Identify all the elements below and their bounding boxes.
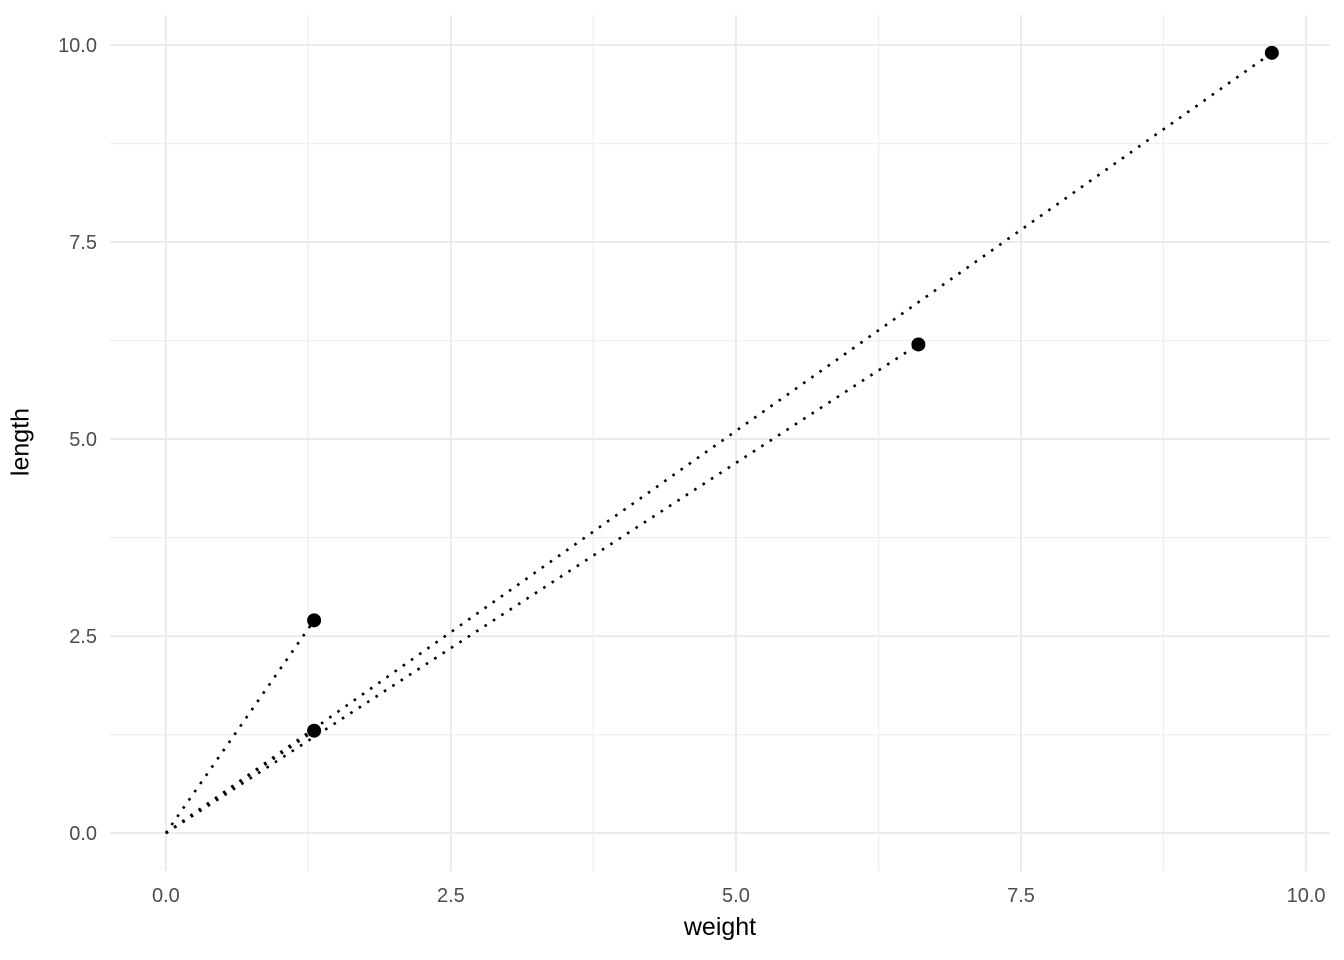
- y-tick-label: 2.5: [69, 626, 97, 648]
- y-axis-title: length: [6, 407, 35, 477]
- y-tick-label: 10.0: [58, 35, 97, 57]
- data-point: [307, 613, 322, 628]
- data-point: [307, 723, 322, 738]
- y-tick-label: 7.5: [69, 232, 97, 254]
- x-tick-label: 5.0: [722, 885, 750, 907]
- y-tick-label: 0.0: [69, 823, 97, 845]
- y-tick-label: 5.0: [69, 429, 97, 451]
- x-tick-label: 7.5: [1007, 885, 1035, 907]
- x-axis-title: weight: [683, 913, 757, 941]
- x-tick-label: 0.0: [152, 885, 180, 907]
- x-tick-label: 2.5: [437, 885, 465, 907]
- data-point: [1264, 45, 1279, 60]
- data-point: [911, 337, 926, 352]
- x-tick-label: 10.0: [1287, 885, 1326, 907]
